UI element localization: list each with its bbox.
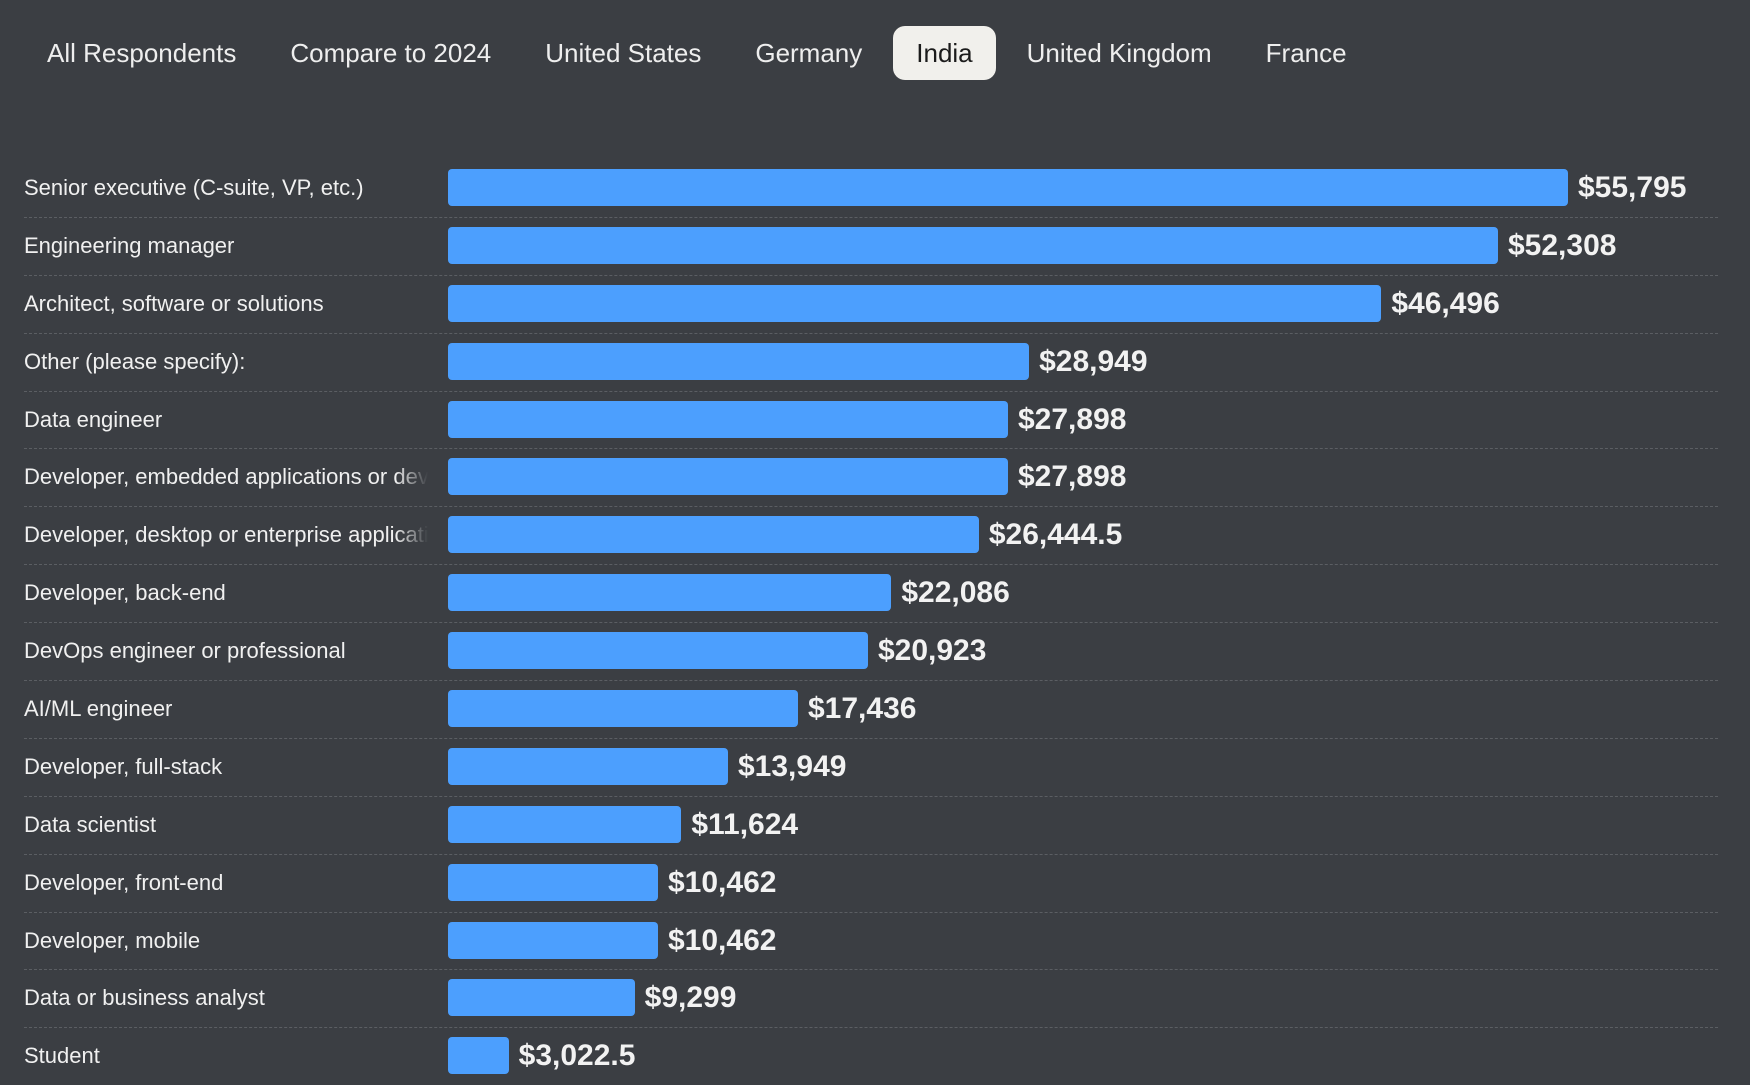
filter-tabs: All Respondents Compare to 2024 United Sta… [24,26,1370,80]
category-label: Developer, desktop or enterprise applica… [24,522,428,548]
category-label: Developer, embedded applications or devi… [24,464,428,490]
category-label: Architect, software or solutions [24,290,324,316]
tab-france[interactable]: France [1265,38,1347,68]
category-label: Data engineer [24,406,163,432]
bar [448,574,892,612]
bar [448,805,682,843]
bar-value-label: $11,624 [691,807,799,841]
chart-row: Engineering manager $52,308 [24,218,1718,276]
bar [448,747,728,785]
chart-row: Data scientist $11,624 [24,797,1718,855]
category-label: Other (please specify): [24,348,246,374]
bar [448,284,1382,322]
bar-value-label: $27,898 [1018,460,1127,494]
category-label: Data scientist [24,811,157,837]
salary-bar-chart: Senior executive (C-suite, VP, etc.) $55,… [24,160,1718,1085]
chart-row: Other (please specify): $28,949 [24,334,1718,392]
bar [448,690,798,728]
bar [448,169,1568,206]
bar [448,400,1008,438]
bar-value-label: $55,795 [1578,171,1687,204]
tab-all-respondents[interactable]: All Respondents [47,38,237,68]
bar [448,1037,509,1075]
tab-united-kingdom[interactable]: United Kingdom [1026,38,1212,68]
bar-value-label: $27,898 [1018,402,1127,436]
category-label: Developer, front-end [24,869,224,895]
bar-value-label: $13,949 [738,749,847,783]
chart-row: AI/ML engineer $17,436 [24,681,1718,739]
category-label: Student [24,1043,100,1069]
chart-row: DevOps engineer or professional $20,923 [24,623,1718,682]
bar [448,516,979,554]
category-label: DevOps engineer or professional [24,638,346,664]
chart-row: Developer, desktop or enterprise applica… [24,507,1718,566]
bar [448,226,1498,264]
chart-row: Developer, back-end $22,086 [24,565,1718,624]
bar [448,863,658,901]
category-label: Engineering manager [24,232,235,258]
bar [448,921,658,959]
chart-row: Data or business analyst $9,299 [24,970,1718,1029]
tab-compare-to-2024[interactable]: Compare to 2024 [290,38,492,68]
bar-value-label: $17,436 [808,692,917,726]
bar-value-label: $3,022.5 [518,1039,636,1073]
bar-value-label: $10,462 [668,923,777,957]
bar-value-label: $20,923 [877,634,987,668]
tab-india[interactable]: India [893,26,996,80]
bar-value-label: $28,949 [1039,344,1148,378]
chart-row: Student $3,022.5 [24,1028,1718,1085]
bar [448,458,1008,496]
bar-value-label: $52,308 [1508,228,1617,262]
category-label: Developer, back-end [24,580,226,606]
bar [448,979,635,1017]
chart-row: Developer, front-end $10,462 [24,855,1718,913]
chart-row: Developer, full-stack $13,949 [24,739,1718,797]
bar-value-label: $26,444.5 [988,518,1123,552]
category-label: Senior executive (C-suite, VP, etc.) [24,175,364,200]
category-label: Developer, full-stack [24,753,223,779]
bar [448,342,1030,380]
category-label: AI/ML engineer [24,696,173,722]
bar-value-label: $46,496 [1391,286,1500,320]
bar-value-label: $10,462 [668,865,777,899]
category-label: Developer, mobile [24,927,201,953]
tab-germany[interactable]: Germany [755,38,863,68]
tab-united-states[interactable]: United States [545,38,702,68]
bar [448,632,868,670]
chart-row: Developer, embedded applications or devi… [24,449,1718,508]
chart-row: Developer, mobile $10,462 [24,913,1718,971]
bar-value-label: $22,086 [901,576,1010,610]
bar-value-label: $9,299 [644,981,737,1015]
chart-row: Architect, software or solutions $46,496 [24,276,1718,334]
chart-row: Senior executive (C-suite, VP, etc.) $55,… [24,160,1718,218]
chart-row: Data engineer $27,898 [24,392,1718,450]
category-label: Data or business analyst [24,985,265,1011]
